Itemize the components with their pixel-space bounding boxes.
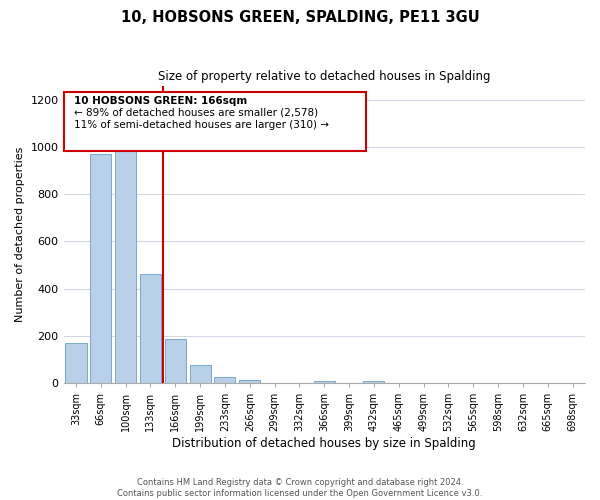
Bar bbox=[90, 154, 112, 383]
FancyBboxPatch shape bbox=[64, 92, 366, 151]
Text: 11% of semi-detached houses are larger (310) →: 11% of semi-detached houses are larger (… bbox=[74, 120, 329, 130]
Bar bbox=[115, 147, 136, 383]
Text: ← 89% of detached houses are smaller (2,578): ← 89% of detached houses are smaller (2,… bbox=[74, 108, 318, 118]
Bar bbox=[165, 340, 186, 383]
Text: Contains HM Land Registry data © Crown copyright and database right 2024.
Contai: Contains HM Land Registry data © Crown c… bbox=[118, 478, 482, 498]
Bar bbox=[190, 366, 211, 383]
Text: 10, HOBSONS GREEN, SPALDING, PE11 3GU: 10, HOBSONS GREEN, SPALDING, PE11 3GU bbox=[121, 10, 479, 25]
Bar bbox=[314, 380, 335, 383]
Y-axis label: Number of detached properties: Number of detached properties bbox=[15, 146, 25, 322]
Title: Size of property relative to detached houses in Spalding: Size of property relative to detached ho… bbox=[158, 70, 491, 83]
X-axis label: Distribution of detached houses by size in Spalding: Distribution of detached houses by size … bbox=[172, 437, 476, 450]
Bar bbox=[140, 274, 161, 383]
Bar bbox=[214, 377, 235, 383]
Text: 10 HOBSONS GREEN: 166sqm: 10 HOBSONS GREEN: 166sqm bbox=[74, 96, 247, 106]
Bar bbox=[65, 343, 86, 383]
Bar bbox=[239, 380, 260, 383]
Bar bbox=[364, 380, 385, 383]
